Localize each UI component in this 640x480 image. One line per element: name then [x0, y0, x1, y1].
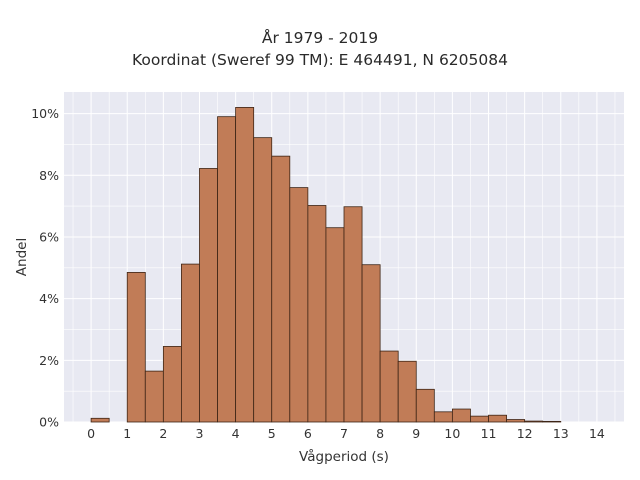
- histogram-bar: [271, 155, 291, 423]
- histogram-bar: [162, 346, 182, 423]
- histogram-bar: [325, 227, 345, 423]
- y-tick-label: 4%: [39, 291, 59, 306]
- y-tick-label: 6%: [39, 229, 59, 244]
- x-tick-label: 0: [87, 426, 95, 441]
- histogram-bar: [524, 420, 544, 423]
- chart-title: År 1979 - 2019: [261, 29, 379, 47]
- x-tick-label: 11: [481, 426, 497, 441]
- x-tick-label: 14: [589, 426, 605, 441]
- x-tick-label: 13: [553, 426, 569, 441]
- histogram-bar: [542, 420, 562, 423]
- histogram-bar: [199, 168, 218, 423]
- histogram-bar: [126, 272, 146, 423]
- histogram-bar: [433, 411, 453, 423]
- histogram-bar: [451, 408, 471, 423]
- histogram-bar: [217, 116, 237, 423]
- x-tick-label: 6: [304, 426, 312, 441]
- x-tick-label: 9: [412, 426, 420, 441]
- x-tick-label: 4: [232, 426, 240, 441]
- histogram-bar: [235, 107, 255, 423]
- x-tick-label: 3: [196, 426, 204, 441]
- histogram-bar: [379, 350, 399, 423]
- chart-subtitle: Koordinat (Sweref 99 TM): E 464491, N 62…: [132, 51, 508, 69]
- y-tick-label: 0%: [39, 415, 59, 430]
- histogram-bar: [144, 370, 164, 423]
- histogram-bar: [181, 263, 200, 423]
- histogram-bar: [397, 360, 417, 423]
- x-tick-label: 5: [268, 426, 276, 441]
- histogram-bar: [343, 206, 363, 423]
- histogram-bar: [470, 415, 489, 423]
- x-tick-label: 8: [376, 426, 384, 441]
- y-tick-label: 10%: [31, 106, 59, 121]
- histogram-bar: [506, 419, 526, 423]
- x-tick-label: 7: [340, 426, 348, 441]
- y-axis-label: Andel: [14, 238, 30, 276]
- x-axis-ticks: 0 1 2 3 4 5 6 7 8 9 10 11 12 13 14: [87, 426, 605, 441]
- histogram-bar: [253, 137, 273, 423]
- histogram-bar: [90, 417, 110, 423]
- y-tick-label: 8%: [39, 168, 59, 183]
- histogram-bar: [415, 388, 435, 423]
- y-tick-label: 2%: [39, 353, 59, 368]
- bar-series: [90, 107, 562, 423]
- histogram-bar: [361, 264, 381, 423]
- x-tick-label: 1: [123, 426, 131, 441]
- x-tick-label: 2: [159, 426, 167, 441]
- histogram-bar: [289, 187, 309, 423]
- histogram-bar: [307, 205, 327, 423]
- x-tick-label: 10: [444, 426, 460, 441]
- histogram-bar: [488, 414, 507, 423]
- x-axis-label: Vågperiod (s): [299, 448, 389, 465]
- y-axis-ticks: 0% 2% 4% 6% 8% 10%: [31, 106, 59, 429]
- x-tick-label: 12: [517, 426, 533, 441]
